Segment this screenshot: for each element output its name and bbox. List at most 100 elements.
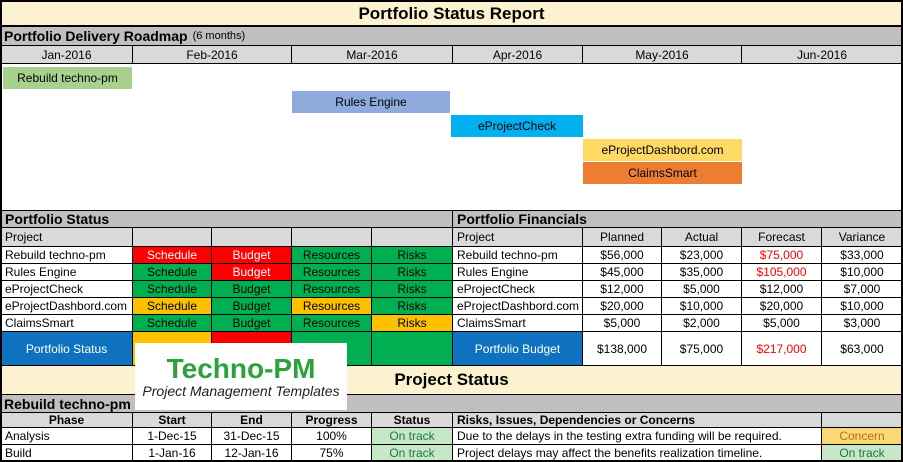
gantt-chart-area: Rebuild techno-pm Rules Engine eProjectC… [0,64,903,210]
techno-pm-logo: Techno-PM Project Management Templates [135,343,347,410]
project-name-cell[interactable]: Rebuild techno-pm [0,247,133,264]
variance-value-cell[interactable]: $33,000 [822,247,903,264]
project-name-cell[interactable]: ClaimsSmart [0,315,133,332]
risks-status-cell[interactable]: Risks [372,264,453,281]
resources-status-cell[interactable]: Resources [292,315,372,332]
variance-value-cell[interactable]: $3,000 [822,315,903,332]
actual-value-cell[interactable]: $2,000 [662,315,742,332]
actual-total-cell[interactable]: $75,000 [662,332,742,366]
variance-value-cell[interactable]: $7,000 [822,281,903,298]
actual-value-cell[interactable]: $10,000 [662,298,742,315]
resources-status-cell[interactable]: Resources [292,247,372,264]
start-date-cell[interactable]: 1-Dec-15 [133,428,212,445]
planned-header: Planned [583,228,662,247]
phase-row: Build 1-Jan-16 12-Jan-16 75% On track Pr… [0,445,903,462]
start-date-cell[interactable]: 1-Jan-16 [133,445,212,462]
resources-status-cell[interactable]: Resources [292,264,372,281]
gantt-bar-claimssmart[interactable]: ClaimsSmart [583,162,742,184]
gantt-bar-eprojectdashbord[interactable]: eProjectDashbord.com [583,139,742,161]
status-badge[interactable]: On track [372,445,453,462]
portfolio-status-title: Portfolio Status [0,211,453,228]
project-name-cell[interactable]: eProjectDashbord.com [453,298,583,315]
project-name-cell[interactable]: Rules Engine [0,264,133,281]
roadmap-subtitle: (6 months) [192,30,246,42]
risk-status-badge[interactable]: Concern [822,428,903,445]
progress-cell[interactable]: 75% [292,445,372,462]
schedule-status-cell[interactable]: Schedule [133,281,212,298]
gantt-bar-rules-engine[interactable]: Rules Engine [292,91,450,113]
project-name-cell[interactable]: eProjectCheck [0,281,133,298]
progress-header: Progress [292,413,372,428]
status-header: Status [372,413,453,428]
forecast-value-cell[interactable]: $105,000 [742,264,822,281]
resources-status-cell[interactable]: Resources [292,281,372,298]
forecast-header: Forecast [742,228,822,247]
planned-total-cell[interactable]: $138,000 [583,332,662,366]
project-name-cell[interactable]: eProjectCheck [453,281,583,298]
risk-status-badge[interactable]: On track [822,445,903,462]
planned-value-cell[interactable]: $45,000 [583,264,662,281]
planned-value-cell[interactable]: $20,000 [583,298,662,315]
schedule-status-cell[interactable]: Schedule [133,264,212,281]
risk-text-cell[interactable]: Due to the delays in the testing extra f… [453,428,822,445]
planned-value-cell[interactable]: $12,000 [583,281,662,298]
budget-status-cell[interactable]: Budget [212,247,292,264]
progress-cell[interactable]: 100% [292,428,372,445]
planned-value-cell[interactable]: $56,000 [583,247,662,264]
variance-value-cell[interactable]: $10,000 [822,264,903,281]
budget-status-cell[interactable]: Budget [212,315,292,332]
project-name-cell[interactable]: Rebuild techno-pm [453,247,583,264]
report-title: Portfolio Status Report [0,0,903,27]
forecast-total-cell[interactable]: $217,000 [742,332,822,366]
month-header-mar: Mar-2016 [292,46,453,64]
actual-value-cell[interactable]: $23,000 [662,247,742,264]
variance-value-cell[interactable]: $10,000 [822,298,903,315]
forecast-value-cell[interactable]: $12,000 [742,281,822,298]
schedule-status-cell[interactable]: Schedule [133,247,212,264]
budget-status-cell[interactable]: Budget [212,298,292,315]
month-header-apr: Apr-2016 [453,46,583,64]
risks-status-cell[interactable]: Risks [372,281,453,298]
actual-value-cell[interactable]: $35,000 [662,264,742,281]
planned-value-cell[interactable]: $5,000 [583,315,662,332]
actual-value-cell[interactable]: $5,000 [662,281,742,298]
project-name-cell[interactable]: ClaimsSmart [453,315,583,332]
empty-header-cell [292,228,372,247]
forecast-value-cell[interactable]: $20,000 [742,298,822,315]
gantt-bar-rebuild-techno-pm[interactable]: Rebuild techno-pm [3,67,132,89]
roadmap-title: Portfolio Delivery Roadmap [4,28,188,44]
status-badge[interactable]: On track [372,428,453,445]
portfolio-status-summary-label: Portfolio Status [0,332,133,366]
schedule-status-cell[interactable]: Schedule [133,315,212,332]
section-header-row: Portfolio Status Portfolio Financials [0,210,903,228]
portfolio-row: Rules Engine Schedule Budget Resources R… [0,264,903,281]
risks-summary-cell[interactable] [372,332,453,366]
phase-header: Phase [0,413,133,428]
status-project-header: Project [0,228,133,247]
risks-status-cell[interactable]: Risks [372,315,453,332]
risks-status-cell[interactable]: Risks [372,298,453,315]
budget-status-cell[interactable]: Budget [212,264,292,281]
end-date-cell[interactable]: 12-Jan-16 [212,445,292,462]
schedule-status-cell[interactable]: Schedule [133,298,212,315]
portfolio-financials-title: Portfolio Financials [453,211,903,228]
forecast-value-cell[interactable]: $75,000 [742,247,822,264]
budget-status-cell[interactable]: Budget [212,281,292,298]
logo-name: Techno-PM [166,352,316,384]
forecast-value-cell[interactable]: $5,000 [742,315,822,332]
risks-status-cell[interactable]: Risks [372,247,453,264]
phase-name-cell[interactable]: Build [0,445,133,462]
risk-text-cell[interactable]: Project delays may affect the benefits r… [453,445,822,462]
column-header-row: Project Project Planned Actual Forecast … [0,228,903,247]
gantt-bar-eprojectcheck[interactable]: eProjectCheck [451,115,583,137]
variance-total-cell[interactable]: $63,000 [822,332,903,366]
phase-name-cell[interactable]: Analysis [0,428,133,445]
resources-status-cell[interactable]: Resources [292,298,372,315]
logo-tagline: Project Management Templates [142,383,340,400]
project-name-cell[interactable]: eProjectDashbord.com [0,298,133,315]
end-date-cell[interactable]: 31-Dec-15 [212,428,292,445]
project-name-cell[interactable]: Rules Engine [453,264,583,281]
risk-status-header-cell [822,413,903,428]
month-header-row: Jan-2016 Feb-2016 Mar-2016 Apr-2016 May-… [0,46,903,64]
actual-header: Actual [662,228,742,247]
